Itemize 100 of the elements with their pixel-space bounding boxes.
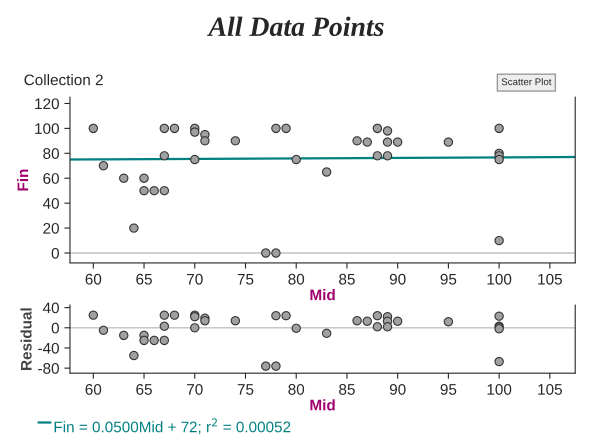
x-tick-label: 60: [86, 274, 102, 285]
y-tick-label: 20: [43, 222, 59, 234]
text: Scatter Plot: [502, 78, 552, 86]
y-tick-label: 60: [43, 173, 59, 184]
x-tick-label: 100: [488, 384, 512, 395]
y-tick-label: 40: [42, 198, 59, 209]
point: [352, 316, 362, 326]
text: Fin = 0.0500Mid + 72; r$^{2}$ = 0.00052: [54, 418, 290, 434]
point: [170, 124, 180, 134]
point: [200, 136, 210, 146]
y-tick-label: 120: [35, 98, 59, 110]
x-tick-label: 105: [538, 274, 562, 285]
point: [149, 336, 159, 346]
point: [160, 310, 170, 320]
y-tick-label: 100: [35, 123, 59, 134]
y-axis-title: Fin: [17, 170, 28, 191]
point: [281, 310, 291, 320]
point: [160, 336, 170, 346]
point: [160, 322, 170, 331]
point: [230, 136, 240, 146]
point: [119, 330, 128, 340]
point: [160, 124, 170, 134]
point: [139, 336, 149, 346]
point: [494, 124, 504, 134]
point: [190, 323, 200, 333]
y-tick-label: 0: [52, 248, 59, 259]
point: [98, 161, 108, 170]
point: [322, 167, 332, 177]
point: [230, 316, 240, 326]
x-tick-label: 80: [288, 274, 304, 285]
point: [444, 137, 454, 147]
point: [160, 186, 170, 196]
point: [382, 322, 392, 332]
point: [88, 124, 98, 134]
point: [139, 186, 149, 196]
point: [149, 186, 159, 196]
point: [382, 151, 392, 161]
point: [190, 127, 200, 137]
x-axis-title: Mid: [310, 289, 335, 300]
x-tick-label: 85: [339, 384, 355, 395]
x-tick-label: 100: [488, 274, 512, 285]
point: [372, 322, 382, 332]
point: [444, 317, 454, 326]
point: [271, 124, 281, 134]
x-tick-label: 80: [288, 384, 304, 395]
point: [129, 350, 139, 360]
point: [281, 124, 291, 134]
point: [494, 236, 504, 246]
x-tick-label: 65: [136, 274, 152, 285]
point: [129, 223, 139, 233]
y-tick-label: 40: [42, 302, 59, 314]
point: [190, 154, 200, 164]
point: [322, 328, 332, 338]
point: [170, 310, 180, 320]
x-tick-label: 95: [440, 274, 456, 285]
x-tick-label: 70: [187, 274, 203, 285]
point: [494, 311, 504, 321]
point: [291, 324, 301, 334]
x-tick-label: 70: [187, 384, 203, 395]
point: [139, 174, 149, 183]
x-axis-title: Mid: [310, 399, 335, 410]
x-tick-label: 90: [390, 274, 406, 285]
point: [271, 248, 281, 258]
text: Collection 2: [24, 74, 103, 86]
point: [372, 310, 382, 320]
point: [362, 316, 372, 326]
point: [291, 154, 301, 164]
point: [98, 326, 108, 336]
y-tick-label: 0: [52, 322, 59, 334]
point: [494, 356, 504, 366]
point: [261, 248, 270, 258]
point: [392, 316, 402, 326]
point: [88, 310, 98, 320]
point: [352, 136, 362, 146]
point: [160, 151, 170, 161]
point: [372, 151, 382, 161]
y-tick-label: -80: [38, 363, 59, 374]
x-tick-label: 60: [86, 384, 102, 395]
x-tick-label: 65: [136, 384, 152, 395]
point: [382, 137, 392, 147]
x-tick-label: 90: [390, 384, 406, 395]
point: [271, 310, 281, 320]
point: [200, 316, 210, 326]
y-tick-label: -40: [38, 342, 59, 354]
x-tick-label: 85: [339, 274, 355, 285]
point: [271, 361, 281, 371]
x-tick-label: 75: [238, 384, 254, 395]
point: [382, 126, 392, 136]
point: [494, 154, 504, 164]
point: [119, 174, 128, 183]
point: [261, 361, 270, 371]
y-tick-label: 80: [43, 148, 59, 159]
x-tick-label: 95: [440, 384, 456, 395]
x-tick-label: 105: [538, 384, 562, 395]
chart-title: All Data Points: [207, 16, 384, 36]
x-tick-label: 75: [238, 274, 254, 285]
point: [372, 124, 382, 134]
point: [362, 137, 372, 147]
y-axis-title: Residual: [20, 308, 32, 370]
point: [392, 137, 402, 147]
